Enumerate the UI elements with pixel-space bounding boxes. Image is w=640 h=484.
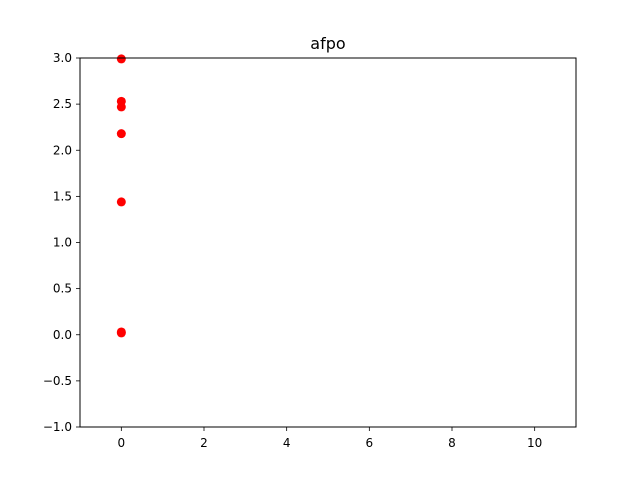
x-tick-label: 2 bbox=[200, 436, 208, 450]
data-points bbox=[116, 54, 126, 338]
x-tick-label: 8 bbox=[448, 436, 456, 450]
x-tick-label: 4 bbox=[283, 436, 291, 450]
y-axis-ticks: −1.0 −0.5 0.0 0.5 1.0 1.5 2.0 2.5 3.0 bbox=[43, 51, 80, 434]
x-tick-label: 10 bbox=[527, 436, 542, 450]
data-point bbox=[116, 102, 126, 112]
y-tick-label: 0.0 bbox=[53, 328, 72, 342]
y-tick-label: −1.0 bbox=[43, 420, 72, 434]
data-point bbox=[116, 197, 126, 207]
x-tick-label: 6 bbox=[366, 436, 374, 450]
data-point bbox=[116, 129, 126, 139]
plot-area-frame bbox=[79, 57, 577, 428]
y-tick-label: 1.0 bbox=[53, 236, 72, 250]
chart-title: afpo bbox=[310, 34, 345, 53]
x-axis-ticks: 0 2 4 6 8 10 bbox=[118, 427, 542, 450]
x-tick-label: 0 bbox=[118, 436, 126, 450]
data-point bbox=[116, 328, 126, 338]
y-tick-label: 1.5 bbox=[53, 189, 72, 203]
y-tick-label: −0.5 bbox=[43, 374, 72, 388]
y-tick-label: 2.0 bbox=[53, 143, 72, 157]
y-tick-label: 2.5 bbox=[53, 97, 72, 111]
y-tick-label: 3.0 bbox=[53, 51, 72, 65]
data-point bbox=[116, 54, 126, 64]
y-tick-label: 0.5 bbox=[53, 282, 72, 296]
